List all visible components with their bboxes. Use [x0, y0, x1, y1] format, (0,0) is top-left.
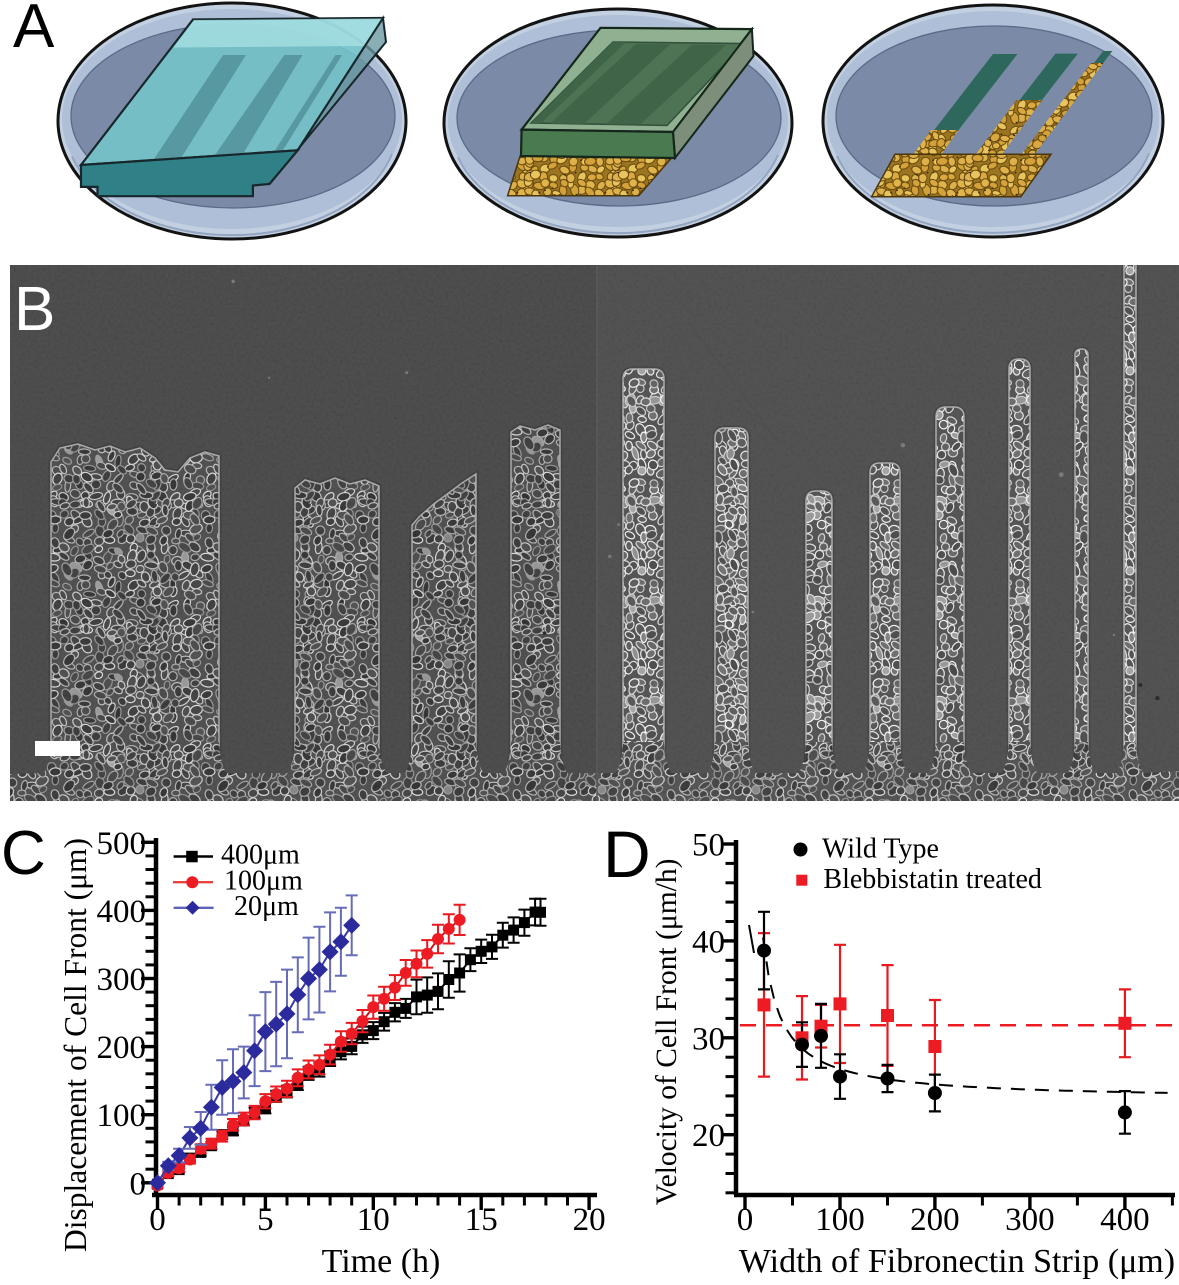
- svg-text:D: D: [603, 817, 651, 891]
- svg-text:A: A: [13, 0, 55, 61]
- svg-text:400: 400: [1100, 1202, 1150, 1238]
- svg-text:200: 200: [910, 1202, 960, 1238]
- svg-text:0: 0: [130, 1166, 147, 1202]
- svg-text:200: 200: [97, 1030, 147, 1066]
- svg-text:300: 300: [97, 962, 147, 998]
- svg-text:Blebbistatin treated: Blebbistatin treated: [823, 864, 1042, 895]
- svg-text:40: 40: [692, 924, 725, 960]
- svg-text:100μm: 100μm: [224, 866, 303, 897]
- svg-text:100: 100: [97, 1098, 147, 1134]
- svg-text:50: 50: [692, 828, 725, 864]
- svg-text:20: 20: [573, 1202, 606, 1238]
- svg-text:100: 100: [815, 1202, 865, 1238]
- svg-text:10: 10: [357, 1202, 390, 1238]
- svg-text:300: 300: [1005, 1202, 1055, 1238]
- svg-text:Wild Type: Wild Type: [822, 834, 939, 865]
- svg-text:C: C: [1, 819, 46, 888]
- svg-text:Displacement of Cell Front (μm: Displacement of Cell Front (μm): [58, 838, 93, 1252]
- svg-text:Width of Fibronectin Strip (μm: Width of Fibronectin Strip (μm): [739, 1243, 1175, 1280]
- svg-text:0: 0: [149, 1202, 166, 1238]
- svg-text:15: 15: [465, 1202, 498, 1238]
- svg-text:B: B: [14, 275, 55, 344]
- svg-text:20: 20: [692, 1118, 725, 1154]
- svg-text:400: 400: [97, 894, 147, 930]
- svg-text:20μm: 20μm: [234, 891, 299, 922]
- svg-text:30: 30: [692, 1021, 725, 1057]
- svg-text:Time (h): Time (h): [322, 1243, 441, 1280]
- svg-text:500: 500: [97, 826, 147, 862]
- svg-text:5: 5: [257, 1202, 274, 1238]
- svg-text:0: 0: [737, 1202, 754, 1238]
- svg-text:400μm: 400μm: [221, 840, 300, 871]
- svg-text:Velocity of Cell Front (μm/h): Velocity of Cell Front (μm/h): [651, 859, 683, 1206]
